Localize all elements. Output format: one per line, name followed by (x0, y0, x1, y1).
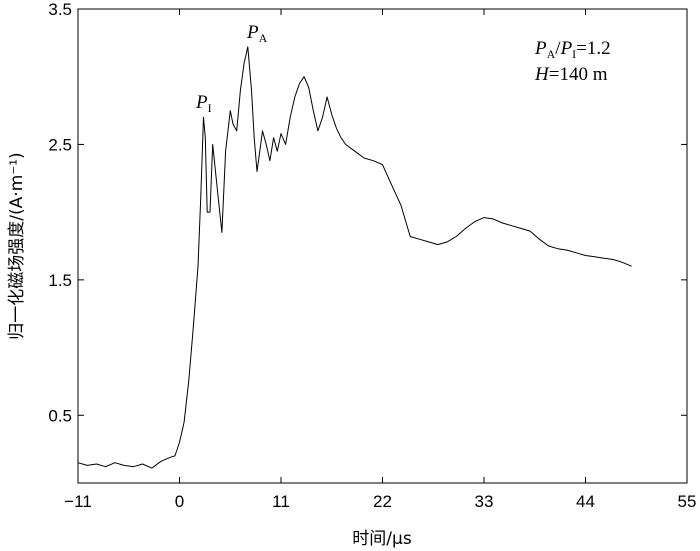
tick-marks (77, 8, 688, 483)
tick-labels: −11 0 11 22 33 44 55 0.5 1.5 2.5 3.5 (48, 0, 696, 511)
height-letter: H (534, 64, 550, 85)
y-tick-label: 3.5 (48, 0, 72, 19)
y-tick-label: 2.5 (48, 135, 72, 154)
ratio-pi-sub: I (572, 47, 576, 61)
x-tick-label: 22 (373, 492, 392, 511)
x-tick-label: 44 (576, 492, 595, 511)
peak-a-letter: P (246, 22, 259, 43)
peak-a-sub: A (259, 31, 268, 45)
x-tick-label: 55 (678, 492, 697, 511)
series-group (77, 46, 632, 469)
peak-i-letter: P (195, 92, 208, 113)
height-annotation: H=140 m (534, 64, 608, 85)
x-tick-label: 11 (272, 492, 290, 511)
y-tick-label: 1.5 (48, 271, 72, 290)
series-line-0 (77, 46, 632, 469)
height-value: =140 m (549, 64, 608, 85)
x-tick-label: 0 (175, 492, 184, 511)
peak-a-label: PA (246, 22, 268, 45)
x-tick-label: 33 (475, 492, 494, 511)
ratio-annotation: PA/PI=1.2 (534, 38, 611, 61)
ratio-pi-letter: P (560, 38, 573, 59)
ratio-slash: / (555, 38, 561, 59)
x-axis-label: 时间/μs (352, 529, 412, 549)
peak-i-sub: I (208, 101, 212, 115)
y-tick-label: 0.5 (48, 406, 72, 425)
x-tick-label: −11 (64, 492, 92, 511)
ratio-value: =1.2 (576, 38, 610, 59)
ratio-pa-letter: P (534, 38, 547, 59)
ratio-pa-sub: A (547, 47, 556, 61)
y-axis-label: 归一化磁场强度/(A·m⁻¹) (7, 152, 27, 339)
peak-i-label: PI (195, 92, 212, 115)
